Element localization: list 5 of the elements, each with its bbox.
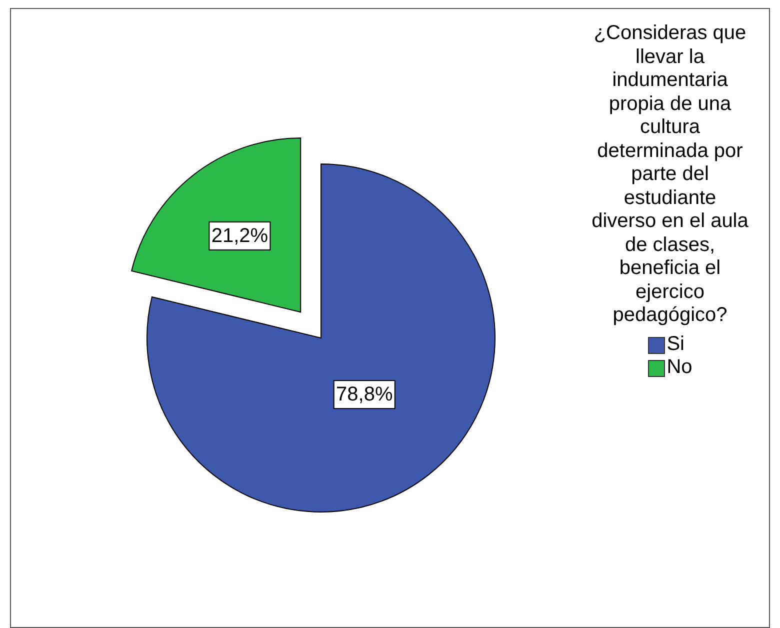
text: ¿Consideras que llevar la indumentaria propia de una cultura determinada por parte del estudiante diverso en el aula de clases, beneficia el ejercico pedagógico?	[592, 22, 748, 326]
data-label: 78,8%	[336, 384, 393, 406]
data-label: 21,2%	[211, 224, 268, 247]
legend-label: Si	[666, 333, 684, 357]
legend-label: No	[666, 356, 692, 380]
